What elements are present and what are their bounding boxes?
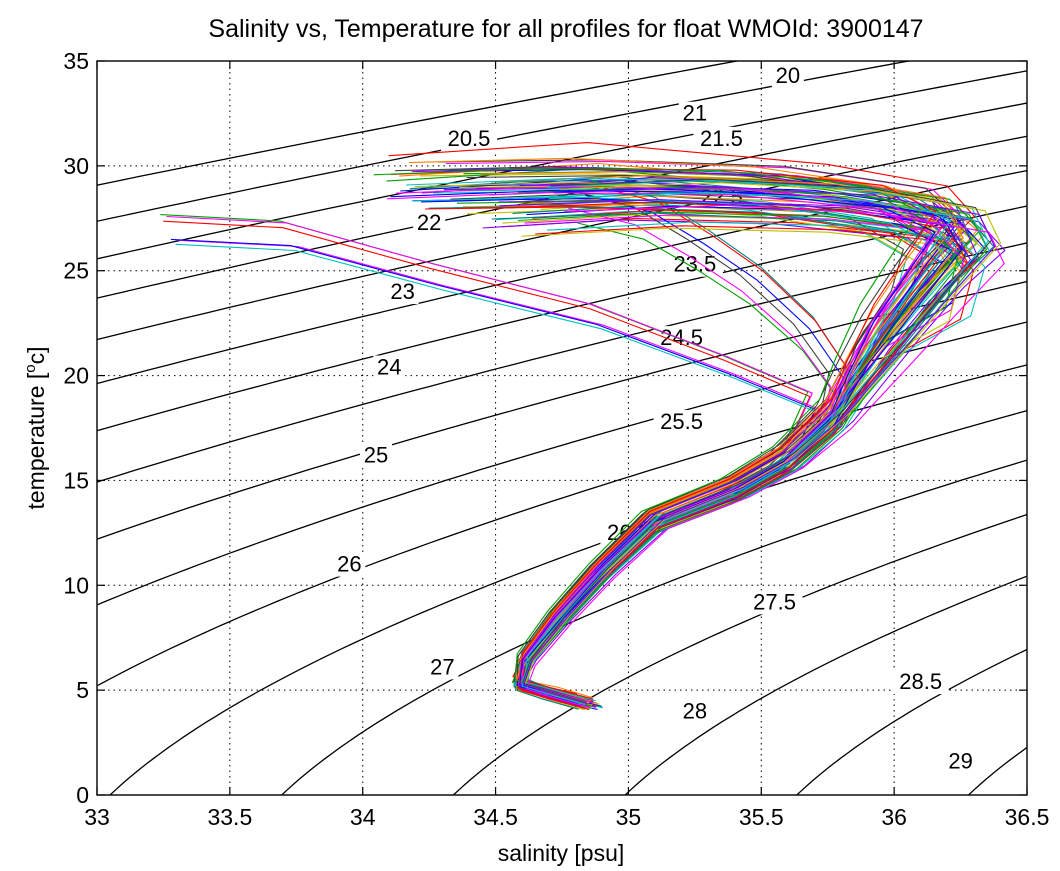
contour-label: 28 [683, 698, 707, 723]
profile-line [524, 182, 1002, 704]
y-tick-label: 15 [63, 467, 89, 493]
contour-label-bg [771, 63, 804, 88]
contour-label: 27 [430, 654, 454, 679]
density-contour-line [624, 575, 1027, 795]
x-tick-label: 35.5 [739, 804, 784, 830]
x-tick-label: 34 [350, 804, 376, 830]
profile-line [525, 204, 1005, 709]
profile-line [522, 178, 993, 703]
contour-label: 28.5 [899, 669, 942, 694]
y-tick-label: 20 [63, 363, 89, 389]
x-tick-label: 36 [881, 804, 907, 830]
contour-label-bg [678, 101, 711, 126]
contour-label-bg [333, 552, 366, 577]
contour-label-bg [653, 410, 710, 434]
contour-label-bg [373, 355, 406, 380]
plot-frame [96, 60, 1028, 796]
density-contour-line [97, 280, 1027, 540]
contour-label: 25.5 [660, 409, 703, 434]
contour-label: 25 [364, 443, 388, 468]
contour-label: 24 [377, 354, 401, 379]
profile-line [390, 189, 936, 705]
contour-label-bg [426, 655, 459, 680]
profile-line [406, 178, 951, 702]
profile-line [438, 159, 959, 699]
x-tick-label: 35 [616, 804, 642, 830]
contour-label-bg [386, 279, 419, 304]
density-contour-line [109, 409, 1027, 795]
y-tick-label: 5 [76, 677, 89, 703]
y-tick-label: 35 [63, 48, 89, 74]
contour-label-bg [944, 749, 977, 774]
contour-label: 21.5 [700, 126, 743, 151]
contour-label: 23 [390, 279, 414, 304]
density-contour-line [97, 135, 1027, 341]
chart-title: Salinity vs, Temperature for all profile… [208, 15, 923, 43]
profile-line [413, 166, 947, 701]
density-contour-line [280, 459, 1027, 795]
contour-label-bg [678, 699, 711, 724]
density-contour-line [97, 61, 741, 186]
density-contour-line [97, 61, 913, 222]
y-axis-label-unit: c] [23, 346, 49, 364]
contour-label-bg [693, 126, 750, 151]
y-axis-label-degree: o [22, 364, 39, 372]
x-tick-label: 33.5 [207, 804, 252, 830]
profile-series [160, 142, 1006, 711]
y-tick-label: 10 [63, 572, 89, 598]
contour-label-bg [892, 670, 949, 695]
profile-line [390, 167, 937, 700]
profile-line [495, 201, 968, 708]
x-tick-label: 34.5 [473, 804, 518, 830]
density-contour-line [452, 513, 1027, 795]
axis-ticks: 33 33.5 34 34.5 35 35.5 36 36.5 0 5 10 15 20 25 30 35 [63, 48, 1049, 830]
x-tick-label: 36.5 [1005, 804, 1050, 830]
y-axis-label: temperature [oc] [22, 346, 49, 509]
contour-label: 21 [683, 101, 707, 126]
contour-label-bg [413, 210, 446, 235]
contour-label: 24.5 [660, 325, 703, 350]
contour-label-bg [360, 443, 392, 468]
x-axis-label: salinity [psu] [498, 840, 625, 866]
contour-label-bg [746, 590, 803, 615]
density-contour-line [97, 70, 1027, 260]
contour-label: 22 [417, 210, 441, 235]
contour-label: 26 [337, 552, 361, 577]
density-contour-line [97, 205, 1027, 432]
y-tick-label: 30 [63, 153, 89, 179]
y-tick-label: 0 [76, 782, 89, 808]
y-axis-label-main: temperature [ [23, 372, 49, 509]
density-contour-line [97, 102, 1027, 299]
density-contour-line [97, 242, 1027, 483]
y-tick-label: 25 [63, 258, 89, 284]
contour-label: 23.5 [673, 252, 716, 277]
contour-label: 20 [776, 63, 800, 88]
profile-line [386, 191, 933, 705]
profile-line [395, 186, 942, 704]
density-contour-line [795, 648, 1027, 795]
contour-label: 20.5 [448, 126, 491, 151]
profile-line [373, 167, 920, 700]
contour-label-bg [441, 126, 497, 151]
contour-label: 29 [948, 749, 972, 774]
x-tick-label: 33 [84, 804, 110, 830]
density-contour-labels: 2020.52121.52222.52323.52424.52525.52626… [333, 63, 977, 774]
profile-line [522, 186, 996, 705]
contour-label: 27.5 [753, 589, 796, 614]
